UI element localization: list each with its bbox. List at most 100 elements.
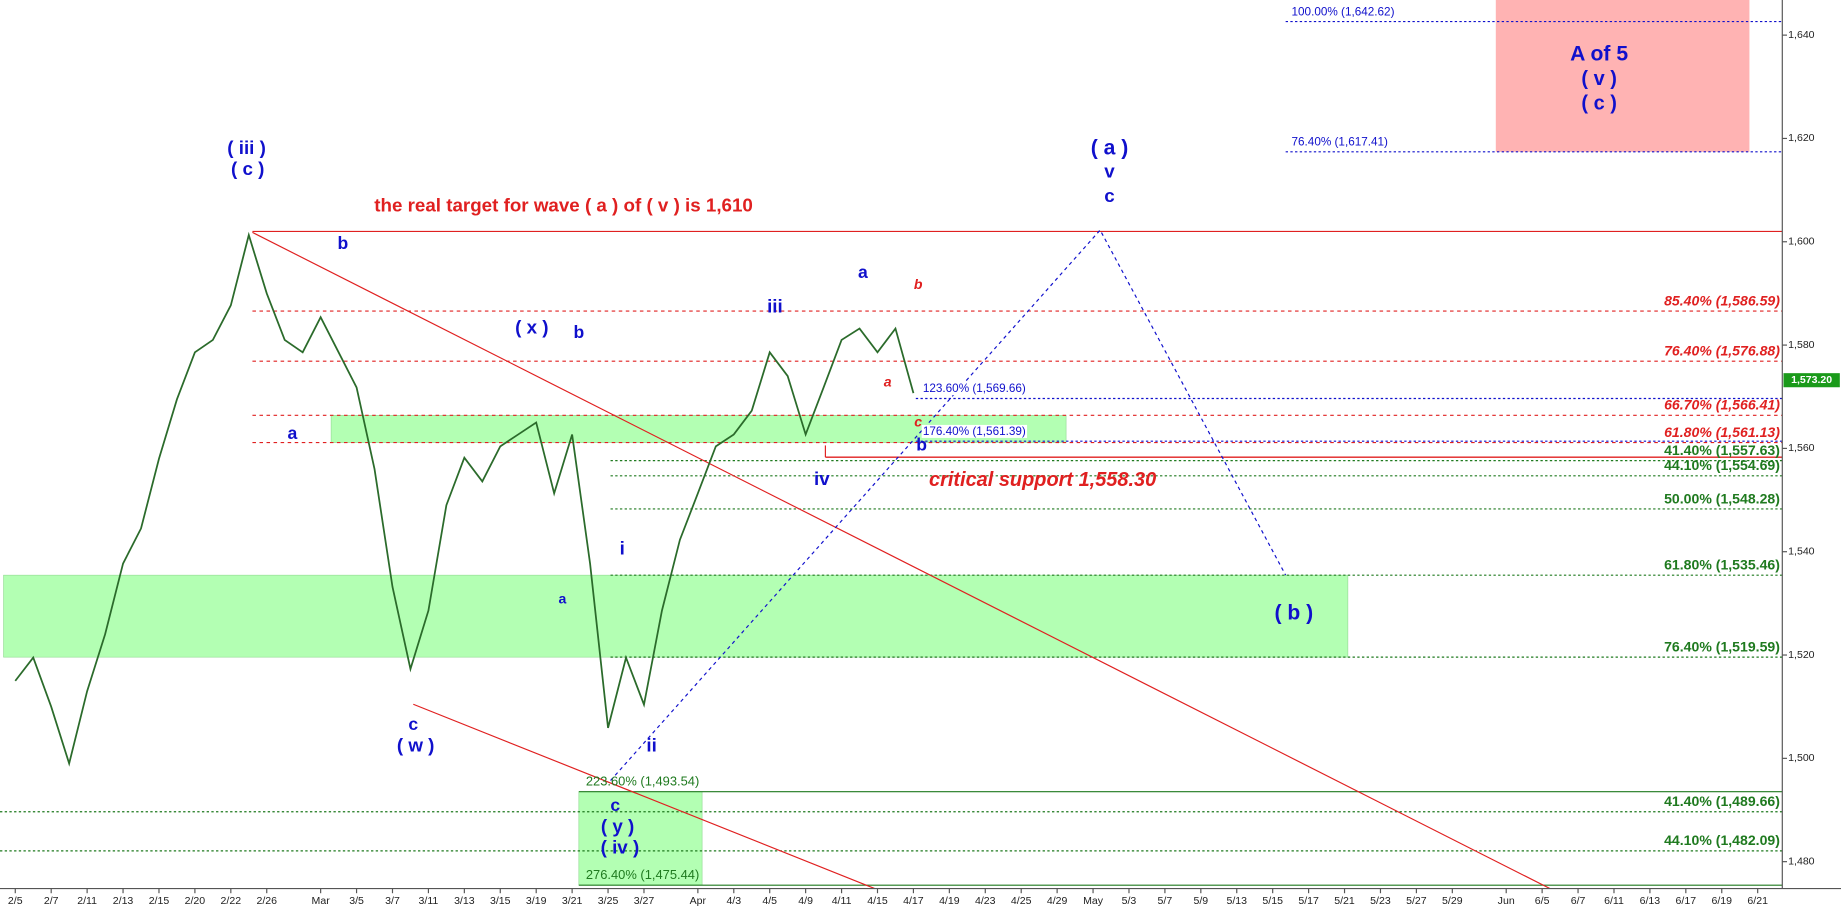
wave-label: i: [620, 537, 625, 558]
x-tick-label: May: [1083, 895, 1104, 907]
x-tick-label: 6/17: [1676, 895, 1697, 907]
x-tick-label: 2/13: [113, 895, 134, 907]
x-tick-label: 6/21: [1747, 895, 1768, 907]
x-tick-label: 4/3: [726, 895, 741, 907]
fib-label: 41.40% (1,489.66): [1664, 793, 1780, 809]
x-tick-label: 4/19: [939, 895, 960, 907]
y-tick-label: 1,520: [1788, 649, 1815, 661]
fib-label: 123.60% (1,569.66): [923, 382, 1026, 395]
wave-label: b: [916, 435, 927, 455]
fib-label: 44.10% (1,482.09): [1664, 832, 1780, 848]
fib-label: 100.00% (1,642.62): [1292, 5, 1395, 18]
support-label: critical support 1,558.30: [929, 469, 1156, 491]
trend-line: [252, 231, 1551, 890]
zones: [3, 0, 1750, 886]
trend-lines: [252, 229, 1551, 890]
label-background: [1290, 5, 1396, 19]
trend-line: [413, 703, 875, 890]
x-tick-label: 5/23: [1370, 895, 1391, 907]
wave-label: b: [337, 233, 348, 253]
x-tick-label: 5/21: [1334, 895, 1355, 907]
fib-label: 61.80% (1,535.46): [1664, 556, 1780, 572]
wave-label: c: [610, 795, 620, 815]
x-tick-label: 3/19: [526, 895, 547, 907]
x-tick-label: 5/17: [1298, 895, 1319, 907]
wave-label: ii: [646, 734, 656, 755]
fib-label: 76.40% (1,617.41): [1292, 136, 1389, 149]
wave-label: ( c ): [1581, 93, 1616, 115]
y-tick-label: 1,540: [1788, 546, 1815, 558]
zone: [578, 791, 703, 886]
x-tick-label: 2/15: [149, 895, 170, 907]
x-tick-label: 5/15: [1262, 895, 1283, 907]
x-tick-label: 4/29: [1047, 895, 1068, 907]
y-tick-label: 1,620: [1788, 132, 1815, 144]
wave-label: ( c ): [231, 158, 264, 179]
wave-label: ( iv ): [601, 837, 640, 858]
wave-label: ( w ): [397, 734, 435, 755]
fib-label: 44.10% (1,554.69): [1664, 457, 1780, 473]
x-tick-label: 4/17: [903, 895, 924, 907]
x-tick-label: 5/13: [1226, 895, 1247, 907]
x-tick-label: Jun: [1498, 895, 1515, 907]
label-background: [1290, 135, 1390, 149]
x-tick-label: 6/11: [1604, 895, 1624, 907]
x-tick-label: Mar: [312, 895, 331, 907]
wave-label: the real target for wave ( a ) of ( v ) …: [374, 195, 753, 216]
fib-label: 176.40% (1,561.39): [923, 425, 1026, 438]
x-tick-label: 6/7: [1571, 895, 1586, 907]
y-tick-label: 1,640: [1788, 29, 1815, 41]
wave-label: ( iii ): [227, 137, 266, 158]
wave-label: v: [1104, 160, 1115, 181]
wave-label: ( x ): [515, 317, 548, 338]
label-background: [921, 382, 1028, 396]
wave-label: a: [287, 423, 297, 443]
label-background: [921, 424, 1028, 438]
labels: critical support 1,558.30 100.00% (1,642.…: [227, 5, 1780, 882]
x-tick-label: 6/5: [1535, 895, 1550, 907]
x-tick-label: 3/25: [598, 895, 619, 907]
y-tick-label: 1,600: [1788, 236, 1815, 248]
fib-label: 66.70% (1,566.41): [1664, 397, 1780, 413]
fib-label: 76.40% (1,519.59): [1664, 638, 1780, 654]
x-tick-label: 5/29: [1442, 895, 1463, 907]
zone: [3, 574, 1349, 658]
x-tick-label: 3/27: [634, 895, 655, 907]
x-tick-label: 2/7: [44, 895, 59, 907]
fib-label: 223.60% (1,493.54): [586, 774, 699, 789]
x-tick-label: 3/13: [454, 895, 475, 907]
y-tick-label: 1,560: [1788, 442, 1815, 454]
price-tag: [1783, 373, 1840, 388]
y-tick-label: 1,580: [1788, 339, 1815, 351]
x-tick-label: 4/5: [762, 895, 777, 907]
x-tick-label: 3/15: [490, 895, 511, 907]
fib-label: 61.80% (1,561.13): [1664, 424, 1780, 440]
y-tick-label: 1,480: [1788, 855, 1815, 867]
wave-label: ( b ): [1275, 601, 1314, 624]
x-tick-label: 4/11: [832, 895, 852, 907]
wave-label: c: [914, 413, 922, 429]
x-tick-label: 3/21: [562, 895, 583, 907]
x-tick-label: 5/7: [1158, 895, 1173, 907]
x-tick-label: Apr: [690, 895, 707, 907]
x-tick-label: 4/23: [975, 895, 996, 907]
wave-label: b: [573, 322, 584, 342]
x-tick-label: 2/5: [8, 895, 23, 907]
fib-label: 276.40% (1,475.44): [586, 867, 699, 882]
wave-label: a: [884, 373, 892, 389]
wave-label: iii: [767, 295, 783, 316]
y-tick-label: 1,500: [1788, 752, 1815, 764]
wave-label: a: [558, 591, 566, 607]
fib-label: 76.40% (1,576.88): [1664, 343, 1780, 359]
zone: [1495, 0, 1750, 152]
price-tag-label: 1,573.20: [1791, 374, 1832, 386]
x-tick-label: 2/26: [256, 895, 277, 907]
x-tick-label: 3/11: [419, 895, 439, 907]
wave-label: c: [408, 714, 418, 734]
wave-label: c: [1104, 185, 1114, 206]
wave-label: ( a ): [1091, 137, 1129, 160]
x-tick-label: 5/3: [1122, 895, 1137, 907]
x-tick-label: 4/15: [867, 895, 888, 907]
